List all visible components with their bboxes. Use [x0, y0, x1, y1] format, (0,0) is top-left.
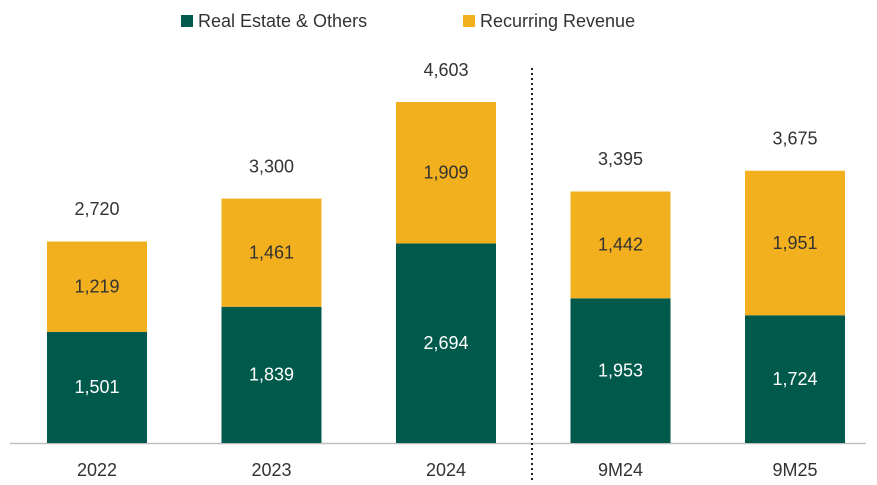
legend-label: Recurring Revenue: [480, 11, 635, 31]
segment-label: 1,442: [598, 235, 643, 255]
segment-label: 1,501: [74, 377, 119, 397]
x-tick-label: 9M25: [772, 460, 817, 480]
bar-segment: [47, 241, 147, 332]
x-tick-label: 9M24: [598, 460, 643, 480]
x-tick-label: 2023: [251, 460, 291, 480]
total-label: 3,300: [249, 156, 294, 176]
bar-segment: [745, 170, 845, 316]
segment-label: 1,839: [249, 365, 294, 385]
total-label: 3,395: [598, 149, 643, 169]
segment-label: 1,219: [74, 276, 119, 296]
total-label: 3,675: [772, 128, 817, 148]
bar-segment: [396, 243, 496, 443]
segment-label: 1,724: [772, 369, 817, 389]
legend-swatch: [463, 15, 475, 27]
bar-segment: [47, 331, 147, 443]
legend-label: Real Estate & Others: [198, 11, 367, 31]
bar-segment: [221, 198, 322, 307]
legend-swatch: [181, 15, 193, 27]
x-tick-label: 2024: [426, 460, 466, 480]
segment-label: 1,909: [423, 162, 468, 182]
bar-segment: [221, 306, 322, 443]
x-tick-label: 2022: [77, 460, 117, 480]
segment-label: 1,953: [598, 360, 643, 380]
bar-segment: [570, 191, 671, 299]
total-label: 4,603: [423, 60, 468, 80]
bar-segment: [745, 315, 845, 443]
total-label: 2,720: [74, 199, 119, 219]
segment-label: 1,951: [772, 233, 817, 253]
bar-segment: [570, 298, 671, 443]
segment-label: 2,694: [423, 333, 468, 353]
bar-segment: [396, 102, 496, 244]
segment-label: 1,461: [249, 242, 294, 262]
